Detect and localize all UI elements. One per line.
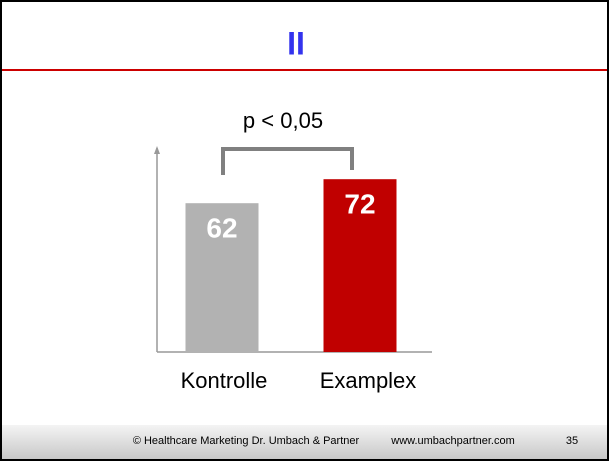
data-label: 62 bbox=[206, 213, 237, 244]
footer-copyright: © Healthcare Marketing Dr. Umbach & Part… bbox=[133, 435, 360, 447]
data-label: 72 bbox=[344, 189, 375, 220]
bar bbox=[185, 203, 259, 352]
y-axis-arrow bbox=[154, 146, 160, 154]
x-tick-label: Kontrolle bbox=[181, 368, 268, 393]
significance-bracket bbox=[221, 147, 354, 175]
footer-url: www.umbachpartner.com bbox=[390, 435, 515, 447]
bar bbox=[323, 179, 397, 352]
footer-page: 35 bbox=[566, 435, 578, 447]
footer-band bbox=[2, 425, 607, 459]
x-tick-label: Examplex bbox=[320, 368, 417, 393]
annotation: p < 0,05 bbox=[243, 108, 323, 133]
chart-title: II bbox=[287, 25, 305, 61]
